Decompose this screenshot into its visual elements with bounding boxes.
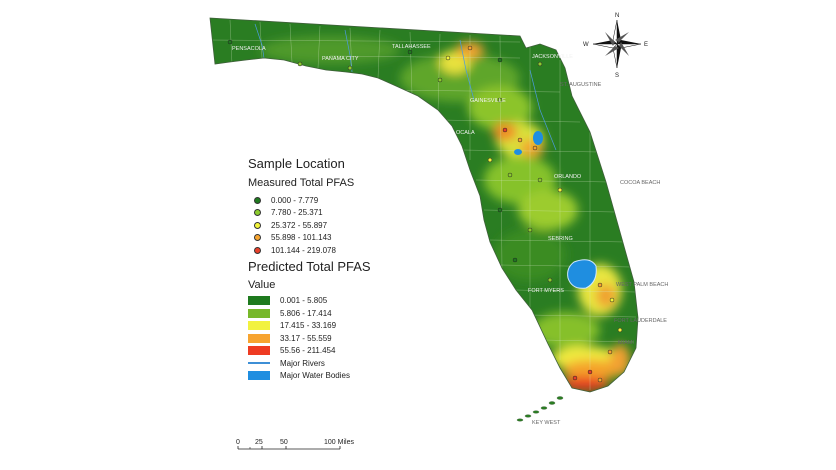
compass-s: S bbox=[615, 73, 619, 79]
florida-keys bbox=[516, 396, 564, 422]
measured-class: 55.898 - 101.143 bbox=[248, 232, 371, 245]
class-label: 0.001 - 5.805 bbox=[280, 296, 328, 306]
city-labels: PENSACOLA PANAMA CITY TALLAHASSEE JACKSO… bbox=[232, 44, 668, 426]
predicted-title: Predicted Total PFAS bbox=[248, 258, 371, 274]
scale-tick: 25 bbox=[255, 439, 263, 446]
city-label: PANAMA CITY bbox=[322, 56, 359, 62]
lake-george bbox=[533, 131, 543, 145]
compass-w: W bbox=[583, 42, 589, 48]
measured-class: 25.372 - 55.897 bbox=[248, 219, 371, 232]
city-label: SEBRING bbox=[548, 236, 573, 242]
predicted-class: 5.806 - 17.414 bbox=[248, 307, 371, 320]
class-swatch bbox=[248, 346, 270, 356]
class-dot-icon bbox=[254, 196, 261, 204]
predicted-class: 17.415 - 33.169 bbox=[248, 320, 371, 333]
sample-points bbox=[227, 39, 623, 383]
city-label: GAINESVILLE bbox=[470, 98, 506, 104]
city-label: MIAMI bbox=[618, 340, 634, 346]
compass-n: N bbox=[615, 13, 619, 19]
lake-apopka bbox=[514, 149, 522, 155]
scale-tick: 100 Miles bbox=[324, 439, 354, 446]
river-line-icon bbox=[248, 362, 270, 365]
class-label: 33.17 - 55.559 bbox=[280, 333, 332, 343]
measured-class: 101.144 - 219.078 bbox=[248, 244, 371, 257]
compass-rose-icon: N S E W bbox=[583, 13, 648, 79]
water-swatch bbox=[248, 371, 270, 381]
rivers-label: Major Rivers bbox=[280, 358, 325, 368]
predicted-class: 0.001 - 5.805 bbox=[248, 295, 371, 308]
class-label: 0.000 - 7.779 bbox=[271, 195, 319, 205]
water-label: Major Water Bodies bbox=[280, 371, 350, 381]
class-label: 7.780 - 25.371 bbox=[271, 208, 323, 218]
class-swatch bbox=[248, 333, 270, 343]
city-label: FORT MYERS bbox=[528, 288, 564, 294]
city-label: FORT LAUDERDALE bbox=[614, 318, 667, 324]
compass-e: E bbox=[644, 42, 648, 48]
class-swatch bbox=[248, 321, 270, 331]
city-label: ST. AUGUSTINE bbox=[560, 82, 602, 88]
class-dot-icon bbox=[254, 246, 261, 254]
class-swatch bbox=[248, 308, 270, 318]
map-legend: Sample Location Measured Total PFAS 0.00… bbox=[248, 156, 371, 382]
measured-class: 7.780 - 25.371 bbox=[248, 207, 371, 220]
class-label: 17.415 - 33.169 bbox=[280, 321, 337, 331]
city-label: ORLANDO bbox=[554, 174, 582, 180]
class-label: 101.144 - 219.078 bbox=[271, 245, 336, 255]
class-dot-icon bbox=[254, 234, 261, 242]
class-label: 25.372 - 55.897 bbox=[271, 220, 328, 230]
city-label: JACKSONVILLE bbox=[532, 54, 573, 60]
city-label: TALLAHASSEE bbox=[392, 44, 431, 50]
city-label: COCOA BEACH bbox=[620, 180, 660, 186]
lake-okeechobee bbox=[567, 259, 597, 289]
class-label: 55.898 - 101.143 bbox=[271, 233, 332, 243]
water-entry: Major Water Bodies bbox=[248, 370, 371, 383]
scale-tick: 0 bbox=[236, 439, 240, 446]
scale-bar: 0 25 50 100 Miles bbox=[236, 439, 354, 450]
predicted-class: 33.17 - 55.559 bbox=[248, 332, 371, 345]
city-label: PENSACOLA bbox=[232, 46, 266, 52]
class-dot-icon bbox=[254, 221, 261, 229]
class-dot-icon bbox=[254, 209, 261, 217]
predicted-class: 55.56 - 211.454 bbox=[248, 345, 371, 358]
class-label: 5.806 - 17.414 bbox=[280, 308, 332, 318]
city-label: KEY WEST bbox=[532, 420, 561, 426]
measured-title: Measured Total PFAS bbox=[248, 177, 355, 189]
sample-location-title: Sample Location bbox=[248, 156, 345, 171]
value-label: Value bbox=[248, 278, 276, 291]
measured-class: 0.000 - 7.779 bbox=[248, 194, 371, 207]
class-label: 55.56 - 211.454 bbox=[280, 346, 336, 356]
rivers-entry: Major Rivers bbox=[248, 357, 371, 370]
city-label: OCALA bbox=[456, 130, 475, 136]
city-label: WEST PALM BEACH bbox=[616, 282, 668, 288]
scale-tick: 50 bbox=[280, 439, 288, 446]
class-swatch bbox=[248, 296, 270, 306]
